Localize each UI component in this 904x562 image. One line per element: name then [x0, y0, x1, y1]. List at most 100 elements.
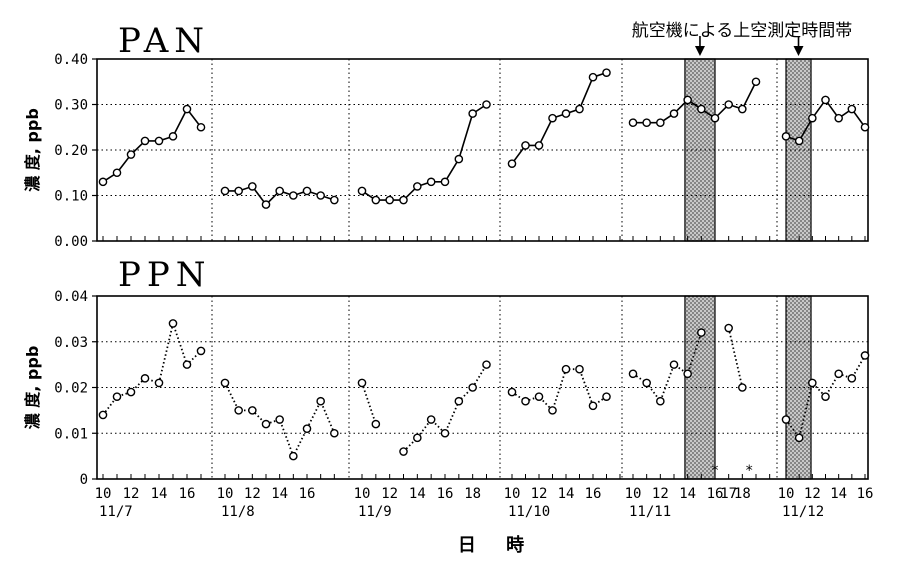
- data-point: [860, 122, 870, 132]
- series-line: [102, 320, 202, 416]
- data-point: [385, 195, 394, 205]
- x-tick-label: 12: [244, 486, 261, 502]
- data-point: [724, 323, 733, 333]
- x-tick-label: 14: [409, 486, 426, 502]
- data-point: [126, 150, 136, 159]
- data-point: [357, 186, 367, 196]
- data-point: [724, 100, 733, 109]
- data-point: [781, 415, 791, 424]
- missing-marker: *: [711, 463, 719, 479]
- data-point: [738, 104, 747, 114]
- y-tick-label: 0.30: [54, 98, 88, 114]
- x-tick-label: 16: [179, 486, 196, 502]
- data-point: [330, 428, 339, 438]
- data-point: [454, 396, 464, 406]
- data-point: [399, 447, 408, 456]
- data-point: [140, 374, 150, 383]
- data-point: [482, 360, 491, 369]
- x-tick-label: 16: [857, 486, 874, 502]
- flight-period-annotation: 航空機による上空測定時間帯: [632, 21, 853, 41]
- data-point: [751, 77, 761, 87]
- data-point: [628, 369, 638, 379]
- y-tick-label: 0.04: [54, 289, 88, 305]
- series-line: [633, 81, 757, 124]
- series-day-11-12: [781, 95, 870, 146]
- panel-pan: 0.00 0.10 0.20 0.30 0.40 PAN 濃 度, ppb: [23, 21, 870, 250]
- x-tick-label: 14: [679, 486, 696, 502]
- data-point: [821, 392, 830, 401]
- x-date-label: 11/10: [508, 504, 550, 520]
- data-point: [656, 396, 665, 406]
- data-point: [656, 118, 665, 127]
- data-point: [697, 104, 706, 114]
- data-point: [642, 118, 651, 127]
- series-day-11-7: [98, 319, 206, 420]
- data-point: [289, 191, 298, 200]
- series-day-11-8: [220, 182, 339, 209]
- series-day-11-8: [220, 378, 339, 461]
- data-point: [834, 113, 843, 123]
- series-line: [361, 103, 487, 201]
- plot-frame: [96, 58, 869, 242]
- data-point: [220, 378, 230, 388]
- x-tick-label: 10: [778, 486, 795, 502]
- plot-frame: [96, 295, 869, 480]
- data-point: [413, 182, 422, 191]
- x-tick-label: 12: [804, 486, 821, 502]
- y-tick-label: 0.20: [54, 143, 88, 159]
- y-tick-label: 0.01: [54, 426, 88, 442]
- series-day-11-10: [507, 364, 611, 415]
- missing-marker: *: [745, 463, 753, 479]
- data-point: [602, 392, 611, 401]
- series-line: [361, 382, 377, 425]
- data-point: [196, 122, 206, 132]
- data-point: [234, 186, 243, 196]
- data-point: [781, 132, 791, 141]
- data-point: [275, 415, 284, 424]
- data-point: [669, 109, 679, 118]
- x-axis-label: 日 時: [458, 535, 536, 556]
- data-point: [468, 109, 477, 118]
- x-tick-label: 16: [437, 486, 454, 502]
- data-point: [534, 141, 544, 150]
- series-line: [224, 382, 336, 459]
- data-point: [794, 433, 804, 443]
- x-tick-label: 17: [720, 486, 737, 502]
- y-tick-label: 0.03: [54, 335, 88, 351]
- panel-title: PPN: [118, 255, 212, 295]
- x-tick-label: 10: [504, 486, 521, 502]
- flight-arrow-head: [694, 46, 705, 56]
- data-point: [507, 159, 517, 168]
- data-point: [808, 113, 817, 123]
- data-point: [468, 383, 477, 392]
- data-point: [399, 195, 408, 205]
- data-point: [454, 154, 464, 164]
- y-tick-label: 0: [80, 472, 88, 488]
- data-point: [275, 186, 284, 196]
- x-date-label: 11/12: [782, 504, 824, 520]
- data-point: [154, 136, 164, 146]
- data-point: [182, 104, 192, 114]
- data-point: [261, 200, 271, 209]
- data-point: [860, 351, 870, 360]
- data-point: [642, 378, 651, 388]
- x-date-label: 11/7: [99, 504, 133, 520]
- data-point: [248, 406, 257, 415]
- data-point: [316, 396, 325, 406]
- data-point: [683, 95, 692, 105]
- data-point: [426, 415, 436, 424]
- x-tick-label: 10: [625, 486, 642, 502]
- x-tick-label: 12: [531, 486, 548, 502]
- y-tick-label: 0.40: [54, 52, 88, 68]
- data-point: [628, 118, 638, 127]
- y-tick-label: 0.10: [54, 189, 88, 205]
- x-tick-label: 14: [151, 486, 168, 502]
- data-point: [482, 100, 491, 109]
- data-point: [548, 406, 557, 415]
- data-point: [261, 419, 271, 429]
- data-point: [413, 433, 422, 443]
- data-point: [302, 424, 312, 433]
- data-point: [507, 387, 517, 397]
